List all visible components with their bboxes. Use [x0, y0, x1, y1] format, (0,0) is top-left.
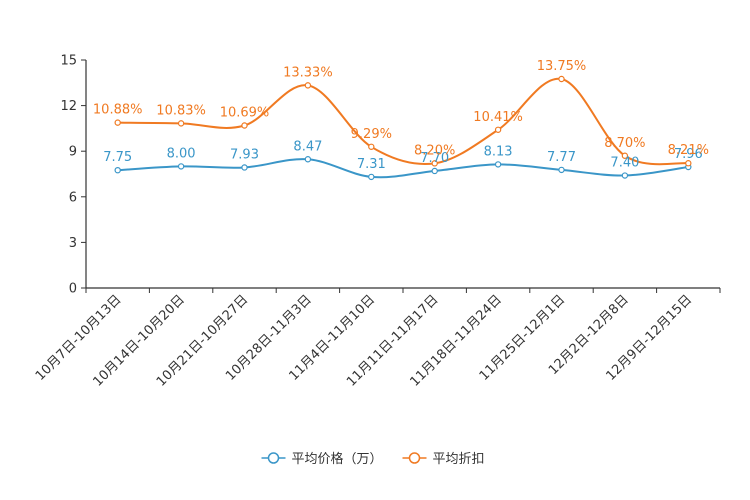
- data-label: 7.77: [547, 150, 576, 165]
- y-tick-label: 12: [60, 99, 77, 114]
- data-label: 8.47: [293, 139, 322, 154]
- data-point: [494, 126, 502, 133]
- data-label: 8.70%: [604, 136, 645, 151]
- legend-item-1[interactable]: 平均价格（万）: [261, 451, 383, 467]
- data-label: 7.75: [103, 150, 132, 165]
- series-lines: [114, 75, 692, 181]
- data-label: 7.70: [420, 151, 449, 166]
- data-label: 8.21%: [668, 143, 709, 158]
- data-point: [368, 173, 375, 181]
- legend[interactable]: 平均价格（万） 平均折扣: [261, 451, 485, 467]
- data-label: 9.29%: [351, 127, 392, 142]
- legend-item-2[interactable]: 平均折扣: [402, 452, 485, 467]
- data-point: [494, 161, 502, 168]
- axes: 0369121510月7日-10月13日10月14日-10月20日10月21日-…: [33, 54, 721, 390]
- data-point: [177, 163, 185, 170]
- data-label: 8.00: [167, 146, 196, 161]
- data-point: [558, 166, 565, 174]
- data-point: [304, 156, 312, 163]
- data-point: [114, 119, 121, 126]
- data-point: [685, 160, 692, 167]
- data-label: 10.83%: [156, 103, 206, 118]
- data-label: 10.69%: [220, 106, 270, 121]
- legend-marker-icon: [267, 452, 280, 464]
- data-point: [114, 166, 121, 174]
- legend-marker-icon: [408, 452, 421, 464]
- data-label: 13.33%: [283, 65, 333, 80]
- data-point: [368, 143, 375, 150]
- series-line-2: [117, 77, 689, 166]
- legend-label: 平均折扣: [433, 452, 485, 467]
- data-label: 13.75%: [537, 59, 587, 74]
- data-point: [558, 75, 565, 83]
- data-labels: 7.75 8.00 7.93 8.47 7.31 7.70 8.13 7.77 7.40 7.96…: [93, 59, 709, 172]
- data-point: [621, 152, 629, 159]
- data-point: [177, 120, 185, 127]
- data-label: 7.96: [674, 147, 703, 162]
- data-label: 10.41%: [473, 110, 523, 125]
- data-point: [431, 167, 438, 175]
- y-tick-label: 3: [69, 236, 77, 251]
- data-label: 10.88%: [93, 103, 143, 118]
- data-point: [241, 122, 248, 129]
- data-label: 7.40: [610, 156, 639, 171]
- data-point: [431, 160, 438, 167]
- data-point: [621, 172, 629, 179]
- legend-label: 平均价格（万）: [292, 451, 383, 467]
- y-tick-label: 9: [69, 145, 77, 160]
- y-tick-label: 6: [69, 190, 77, 205]
- data-point: [241, 164, 248, 171]
- data-label: 8.13: [484, 144, 513, 159]
- data-label: 7.93: [230, 147, 259, 162]
- data-point: [304, 82, 312, 89]
- data-label: 7.31: [357, 157, 386, 172]
- data-label: 8.20%: [414, 143, 455, 158]
- series-line-1: [117, 158, 689, 179]
- y-tick-label: 0: [69, 282, 77, 297]
- y-tick-label: 15: [60, 54, 77, 69]
